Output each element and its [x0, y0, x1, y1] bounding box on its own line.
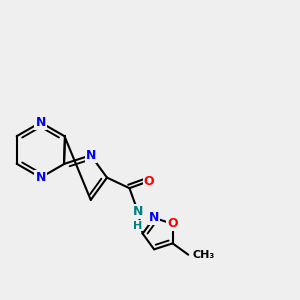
Text: N: N — [149, 212, 159, 224]
Text: N: N — [35, 116, 46, 129]
Text: O: O — [167, 218, 178, 230]
Text: O: O — [144, 175, 154, 188]
Text: N: N — [85, 149, 96, 162]
Text: N: N — [133, 205, 143, 218]
Text: N: N — [35, 171, 46, 184]
Text: H: H — [133, 221, 142, 231]
Text: CH₃: CH₃ — [193, 250, 215, 260]
